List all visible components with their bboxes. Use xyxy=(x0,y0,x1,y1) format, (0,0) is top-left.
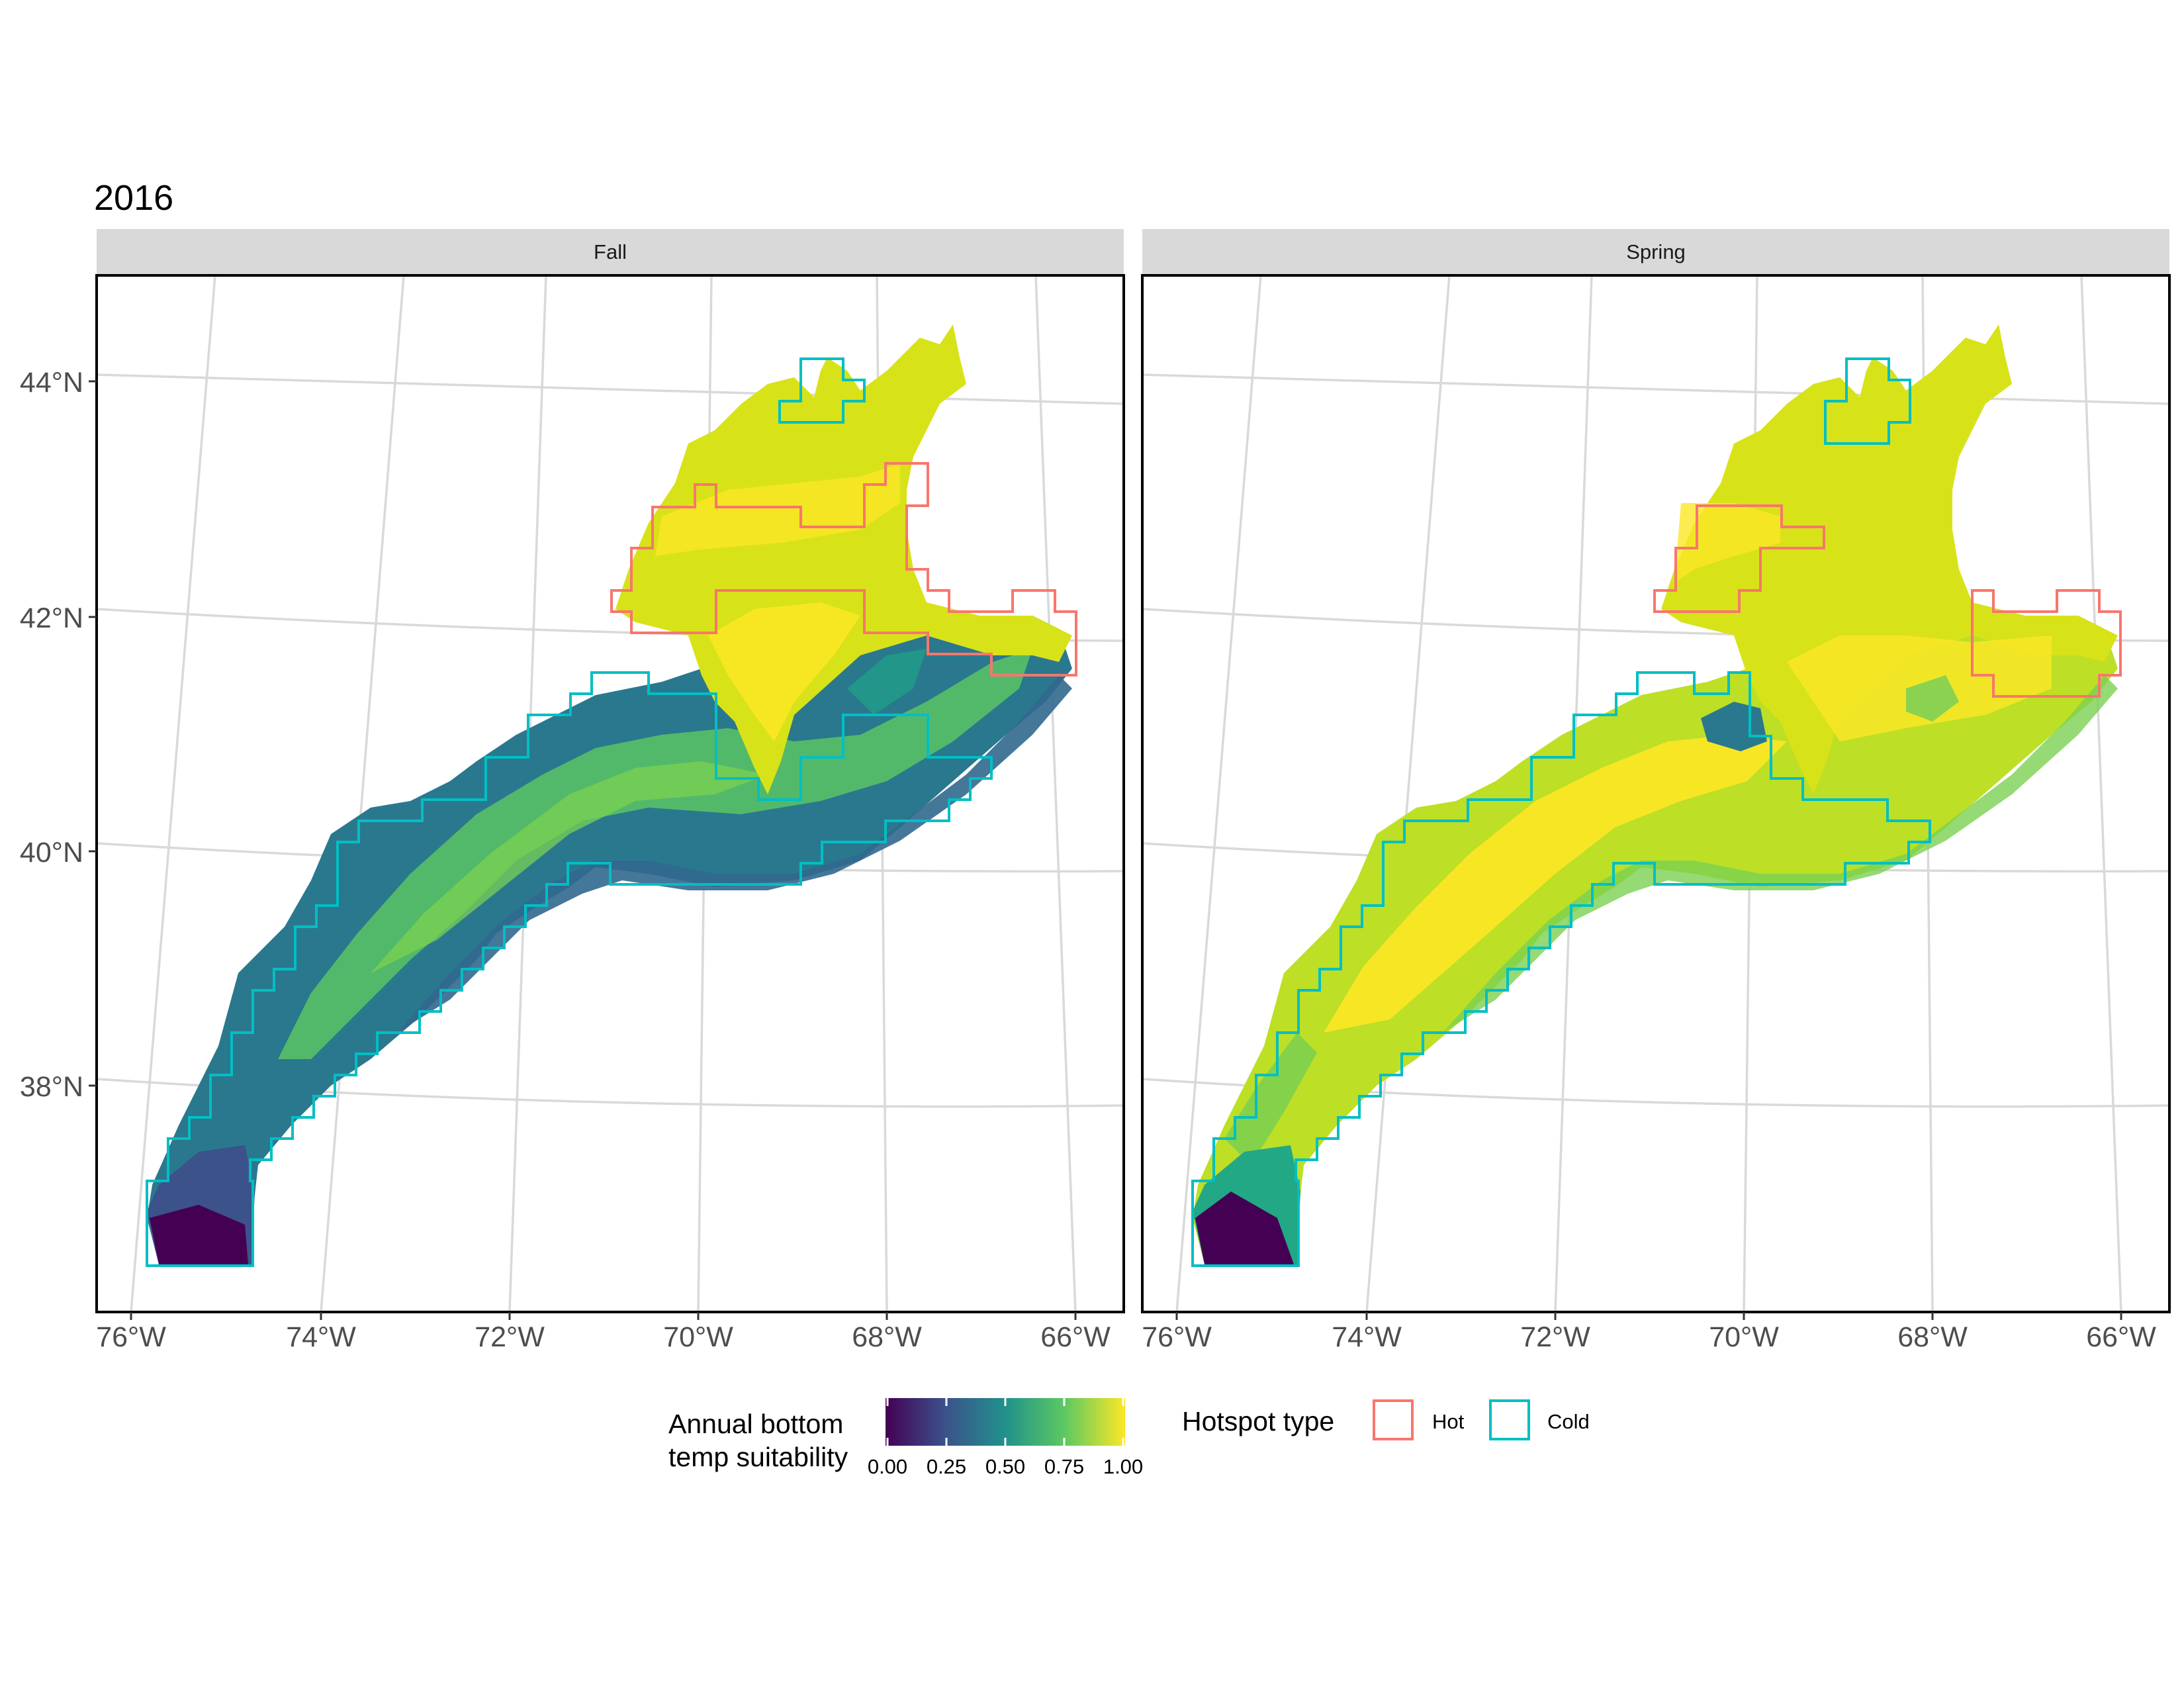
y-tick-label: 44°N xyxy=(20,367,83,399)
colorbar-label: 0.25 xyxy=(926,1455,967,1478)
x-tick-label: 66°W xyxy=(2086,1321,2156,1353)
strip-spring xyxy=(1142,229,2169,275)
legend-fill-title: Annual bottom temp suitability xyxy=(668,1407,887,1474)
y-axis: 44°N 42°N 40°N 38°N xyxy=(20,367,97,1103)
suitability-surface-spring xyxy=(1193,324,2118,1264)
cold-hotspot-fall-north xyxy=(778,357,866,424)
panel-border-fall xyxy=(95,274,1125,1313)
panel-spring xyxy=(1142,275,2169,1312)
x-tick-label: 72°W xyxy=(475,1321,545,1353)
legend-label-hot: Hot xyxy=(1432,1410,1465,1433)
cold-hotspot-spring-north xyxy=(1824,357,1911,445)
cold-hotspot-spring-shelf xyxy=(1191,671,1931,1267)
legend-fill-title-line: temp suitability xyxy=(668,1442,848,1472)
y-tick-label: 38°N xyxy=(20,1071,83,1103)
legend-key-hot xyxy=(1373,1399,1414,1440)
suitability-surface-fall xyxy=(147,324,1072,1264)
x-tick-label: 76°W xyxy=(1142,1321,1212,1353)
hot-hotspot-fall-main xyxy=(610,462,1077,677)
legend-label-cold: Cold xyxy=(1547,1410,1590,1433)
hotspots-spring xyxy=(1191,357,2122,1267)
plot-title: 2016 xyxy=(94,178,174,218)
hot-hotspot-spring-east xyxy=(1971,589,2122,698)
legend-hotspot-title: Hotspot type xyxy=(1182,1406,1335,1436)
strip-fall xyxy=(97,229,1124,275)
x-tick-label: 76°W xyxy=(96,1321,166,1353)
x-tick-label: 72°W xyxy=(1520,1321,1590,1353)
strip-label-spring: Spring xyxy=(1626,240,1686,263)
x-tick-label: 74°W xyxy=(1332,1321,1402,1353)
strip-label-fall: Fall xyxy=(594,240,627,263)
panel-fall xyxy=(97,275,1124,1312)
hot-hotspot-spring-west xyxy=(1653,504,1825,613)
x-tick-label: 68°W xyxy=(1897,1321,1968,1353)
cold-hotspot-fall-shelf xyxy=(146,671,993,1267)
x-tick-label: 70°W xyxy=(1709,1321,1779,1353)
colorbar-label: 0.50 xyxy=(985,1455,1026,1478)
legend-fill-title-line: Annual bottom xyxy=(668,1409,844,1439)
x-tick-label: 68°W xyxy=(852,1321,922,1353)
colorbar-label: 1.00 xyxy=(1103,1455,1144,1478)
y-tick-label: 40°N xyxy=(20,837,83,868)
colorbar-label: 0.75 xyxy=(1044,1455,1085,1478)
x-tick-label: 70°W xyxy=(663,1321,733,1353)
legend-key-cold xyxy=(1489,1399,1530,1440)
x-tick-label: 74°W xyxy=(286,1321,356,1353)
y-tick-label: 42°N xyxy=(20,602,83,634)
colorbar-label: 0.00 xyxy=(867,1455,908,1478)
colorbar xyxy=(886,1398,1125,1446)
x-axis-spring: 76°W 74°W 72°W 70°W 68°W 66°W xyxy=(1142,1312,2156,1353)
x-tick-label: 66°W xyxy=(1040,1321,1111,1353)
hotspots-fall xyxy=(146,357,1077,1267)
panel-border-spring xyxy=(1141,274,2171,1313)
x-axis-fall: 76°W 74°W 72°W 70°W 68°W 66°W xyxy=(96,1312,1111,1353)
